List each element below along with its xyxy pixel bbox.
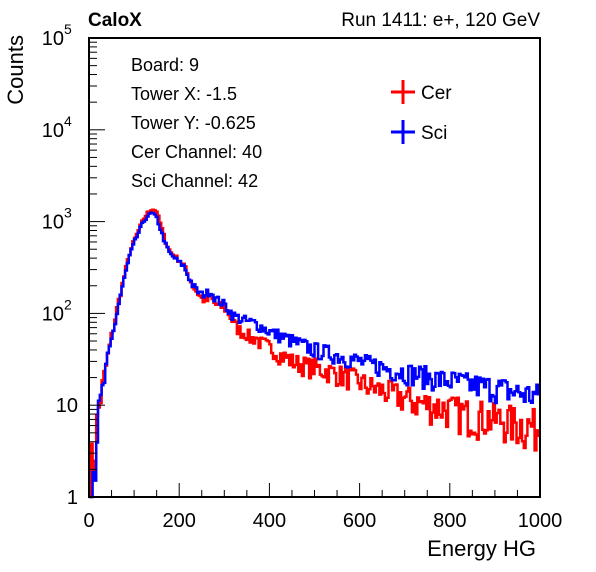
info-box-line: Tower X: -1.5	[131, 84, 237, 104]
x-tick-label: 1000	[518, 510, 563, 532]
legend: Cer Sci	[391, 80, 452, 144]
y-axis-label: Counts	[3, 35, 28, 105]
series-cer-line	[89, 208, 540, 499]
info-box-line: Cer Channel: 40	[131, 142, 262, 162]
series-sci-line	[89, 211, 540, 499]
x-tick-label: 200	[163, 510, 196, 532]
y-tick-label: 10	[56, 395, 78, 417]
y-tick-exponent: 4	[64, 113, 72, 129]
y-tick-label: 1	[67, 487, 78, 509]
y-tick-exponent: 2	[64, 296, 72, 312]
x-tick-label: 600	[343, 510, 376, 532]
y-tick-base: 10	[42, 212, 64, 234]
info-box-line: Sci Channel: 42	[131, 171, 258, 191]
y-tick-label: 10 2	[42, 296, 72, 325]
info-box-line: Tower Y: -0.625	[131, 113, 256, 133]
y-tick-value: 10	[56, 395, 78, 417]
x-axis-label: Energy HG	[427, 536, 536, 561]
y-tick-label: 10 3	[42, 205, 72, 234]
y-tick-exponent: 5	[64, 21, 72, 37]
info-box: Board: 9 Tower X: -1.5 Tower Y: -0.625 Cer …	[123, 50, 359, 196]
chart-title-right: Run 1411: e+, 120 GeV	[341, 10, 540, 31]
y-tick-label: 10 4	[42, 113, 72, 142]
y-tick-base: 10	[42, 303, 64, 325]
info-box-line: Board: 9	[131, 55, 199, 75]
x-tick-label: 400	[253, 510, 286, 532]
y-tick-base: 10	[42, 120, 64, 142]
x-axis: 0 200 400 600 800 1000	[83, 483, 562, 532]
x-tick-label: 800	[433, 510, 466, 532]
x-tick-label: 0	[83, 510, 94, 532]
legend-label-sci: Sci	[421, 123, 447, 144]
info-box-background	[123, 50, 359, 196]
y-tick-base: 10	[42, 28, 64, 50]
y-tick-value: 1	[67, 487, 78, 509]
chart-title-left: CaloX	[88, 10, 142, 31]
legend-label-cer: Cer	[421, 83, 452, 104]
series-layer	[89, 208, 540, 499]
y-tick-exponent: 3	[64, 205, 72, 221]
y-tick-label: 10 5	[42, 21, 72, 50]
